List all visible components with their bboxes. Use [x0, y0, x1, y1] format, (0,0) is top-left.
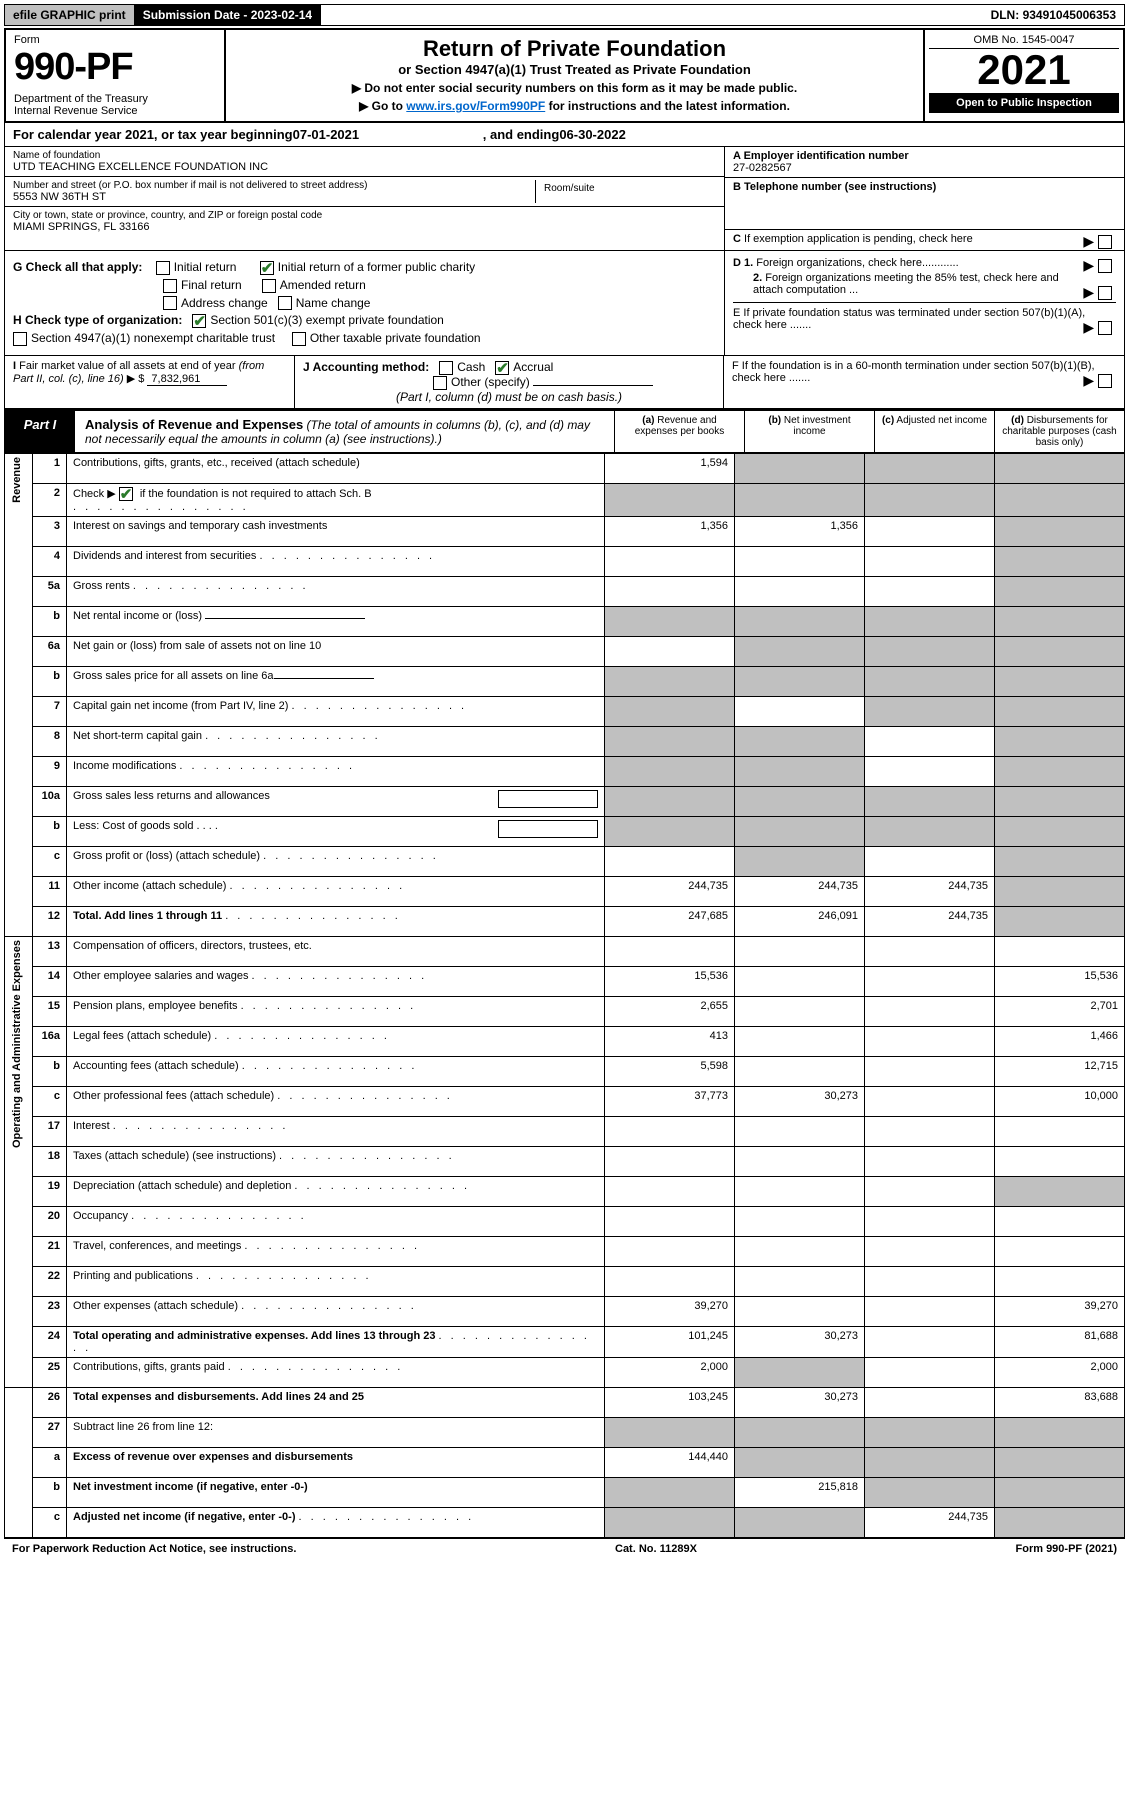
page-footer: For Paperwork Reduction Act Notice, see … [4, 1538, 1125, 1559]
d2-cb[interactable] [1098, 286, 1112, 300]
exemption-pending-label: C If exemption application is pending, c… [733, 233, 973, 245]
d1-line: D 1. Foreign organizations, check here..… [733, 257, 1116, 269]
f-line: F If the foundation is in a 60-month ter… [732, 360, 1095, 384]
schb-cb[interactable] [119, 487, 133, 501]
form-subtitle: or Section 4947(a)(1) Trust Treated as P… [238, 62, 911, 77]
name-label: Name of foundation [13, 150, 716, 161]
form-label: Form [14, 34, 216, 46]
f-cb[interactable] [1098, 374, 1112, 388]
paperwork-notice: For Paperwork Reduction Act Notice, see … [12, 1543, 296, 1555]
j-label: J Accounting method: [303, 360, 429, 374]
foundation-name: UTD TEACHING EXCELLENCE FOUNDATION INC [13, 161, 716, 173]
final-return-cb[interactable] [163, 279, 177, 293]
initial-former-cb[interactable] [260, 261, 274, 275]
col-d-head: (d) Disbursements for charitable purpose… [994, 411, 1124, 452]
tax-year: 2021 [929, 49, 1119, 91]
fmv-accounting-row: I Fair market value of all assets at end… [4, 356, 1125, 409]
room-label: Room/suite [544, 183, 708, 194]
4947-cb[interactable] [13, 332, 27, 346]
fmv-value: 7,832,961 [147, 373, 227, 386]
form-header: Form 990-PF Department of the Treasury I… [4, 28, 1125, 123]
d2-line: 2. Foreign organizations meeting the 85%… [733, 272, 1116, 296]
ssn-warning: ▶ Do not enter social security numbers o… [238, 81, 911, 95]
calendar-year-row: For calendar year 2021, or tax year begi… [4, 123, 1125, 147]
addr-label: Number and street (or P.O. box number if… [13, 180, 535, 191]
501c3-cb[interactable] [192, 314, 206, 328]
ein-value: 27-0282567 [733, 162, 1116, 174]
form-title: Return of Private Foundation [238, 36, 911, 62]
d1-cb[interactable] [1098, 259, 1112, 273]
revenue-vlabel: Revenue [11, 457, 23, 503]
part1-table: Revenue 1Contributions, gifts, grants, e… [4, 453, 1125, 1538]
part1-header: Part I Analysis of Revenue and Expenses … [4, 409, 1125, 453]
col-c-head: (c) Adjusted net income [874, 411, 994, 452]
city-state-zip: MIAMI SPRINGS, FL 33166 [13, 221, 716, 233]
g-label: G Check all that apply: [13, 260, 142, 274]
name-change-cb[interactable] [278, 296, 292, 310]
other-taxable-cb[interactable] [292, 332, 306, 346]
city-label: City or town, state or province, country… [13, 210, 716, 221]
topbar: efile GRAPHIC print Submission Date - 20… [4, 4, 1125, 26]
initial-return-cb[interactable] [156, 261, 170, 275]
amended-return-cb[interactable] [262, 279, 276, 293]
cash-basis-note: (Part I, column (d) must be on cash basi… [303, 390, 715, 404]
exemption-checkbox[interactable] [1098, 235, 1112, 249]
expenses-vlabel: Operating and Administrative Expenses [11, 940, 23, 1148]
cat-no: Cat. No. 11289X [615, 1543, 697, 1555]
form-ref: Form 990-PF (2021) [1016, 1543, 1118, 1555]
addr-change-cb[interactable] [163, 296, 177, 310]
foundation-info: Name of foundation UTD TEACHING EXCELLEN… [4, 147, 1125, 251]
col-a-head: (a) Revenue and expenses per books [614, 411, 744, 452]
efile-label[interactable]: efile GRAPHIC print [5, 5, 135, 25]
e-cb[interactable] [1098, 321, 1112, 335]
e-line: E If private foundation status was termi… [733, 302, 1116, 331]
h-label: H Check type of organization: [13, 313, 182, 327]
open-public: Open to Public Inspection [929, 93, 1119, 113]
col-b-head: (b) Net investment income [744, 411, 874, 452]
phone-label: B Telephone number (see instructions) [733, 181, 1116, 193]
dept-treasury: Department of the Treasury Internal Reve… [14, 93, 216, 117]
checks-section: G Check all that apply: Initial return I… [4, 251, 1125, 356]
form990pf-link[interactable]: www.irs.gov/Form990PF [406, 99, 545, 113]
part1-title: Analysis of Revenue and Expenses [85, 417, 303, 432]
ein-label: A Employer identification number [733, 150, 1116, 162]
part1-label: Part I [5, 411, 75, 452]
accrual-cb[interactable] [495, 361, 509, 375]
other-method-cb[interactable] [433, 376, 447, 390]
dln: DLN: 93491045006353 [983, 5, 1124, 25]
cash-cb[interactable] [439, 361, 453, 375]
goto-link-line: ▶ Go to www.irs.gov/Form990PF for instru… [238, 99, 911, 113]
form-number: 990-PF [14, 46, 216, 89]
street-address: 5553 NW 36TH ST [13, 191, 535, 203]
submission-date: Submission Date - 2023-02-14 [135, 5, 321, 25]
